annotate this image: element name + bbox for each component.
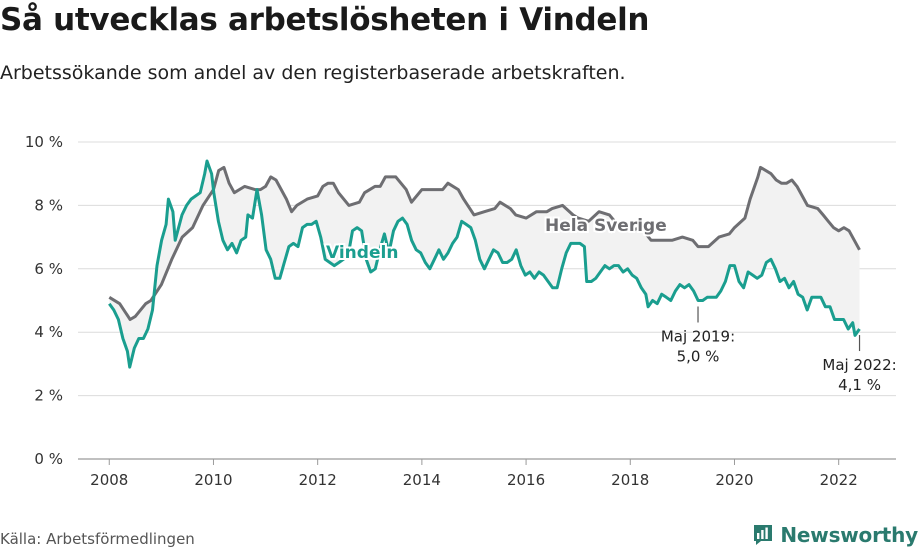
x-tick-label: 2020 [715,471,753,489]
chart-title: Så utvecklas arbetslösheten i Vindeln [0,2,650,38]
annotation-value: 5,0 % [677,348,720,366]
annotation-label: Maj 2019: [661,328,735,346]
y-tick-label: 8 % [34,196,63,214]
x-tick-label: 2018 [611,471,649,489]
series-label-vindeln: Vindeln [326,243,398,263]
source-note: Källa: Arbetsförmedlingen [0,530,195,548]
y-tick-label: 0 % [34,450,63,468]
difference-band [109,161,860,368]
series-line-vindeln [108,159,861,369]
x-tick-label: 2016 [507,471,545,489]
y-tick-label: 10 % [25,133,63,151]
series-label-hela-sverige: Hela Sverige [545,216,667,236]
brand-name: Newsworthy [780,523,918,547]
annotation-value: 4,1 % [838,376,881,394]
y-tick-label: 4 % [34,323,63,341]
line-chart: 0 % 2 % 4 % 6 % 8 % 10 % 2008 2010 2012 2014 2016 2… [25,133,897,489]
chart-subtitle: Arbetssökande som andel av den registerb… [0,62,626,84]
x-tick-label: 2012 [299,471,337,489]
x-tick-label: 2010 [194,471,232,489]
series-line-hela-sverige [108,165,861,321]
y-tick-label: 2 % [34,387,63,405]
x-tick-label: 2014 [403,471,441,489]
x-tick-label: 2008 [90,471,128,489]
y-tick-label: 6 % [34,260,63,278]
brand-logo: Newsworthy [752,520,918,550]
x-tick-label: 2022 [820,471,858,489]
annotation-label: Maj 2022: [822,356,896,374]
newsworthy-logo-icon [754,525,773,545]
